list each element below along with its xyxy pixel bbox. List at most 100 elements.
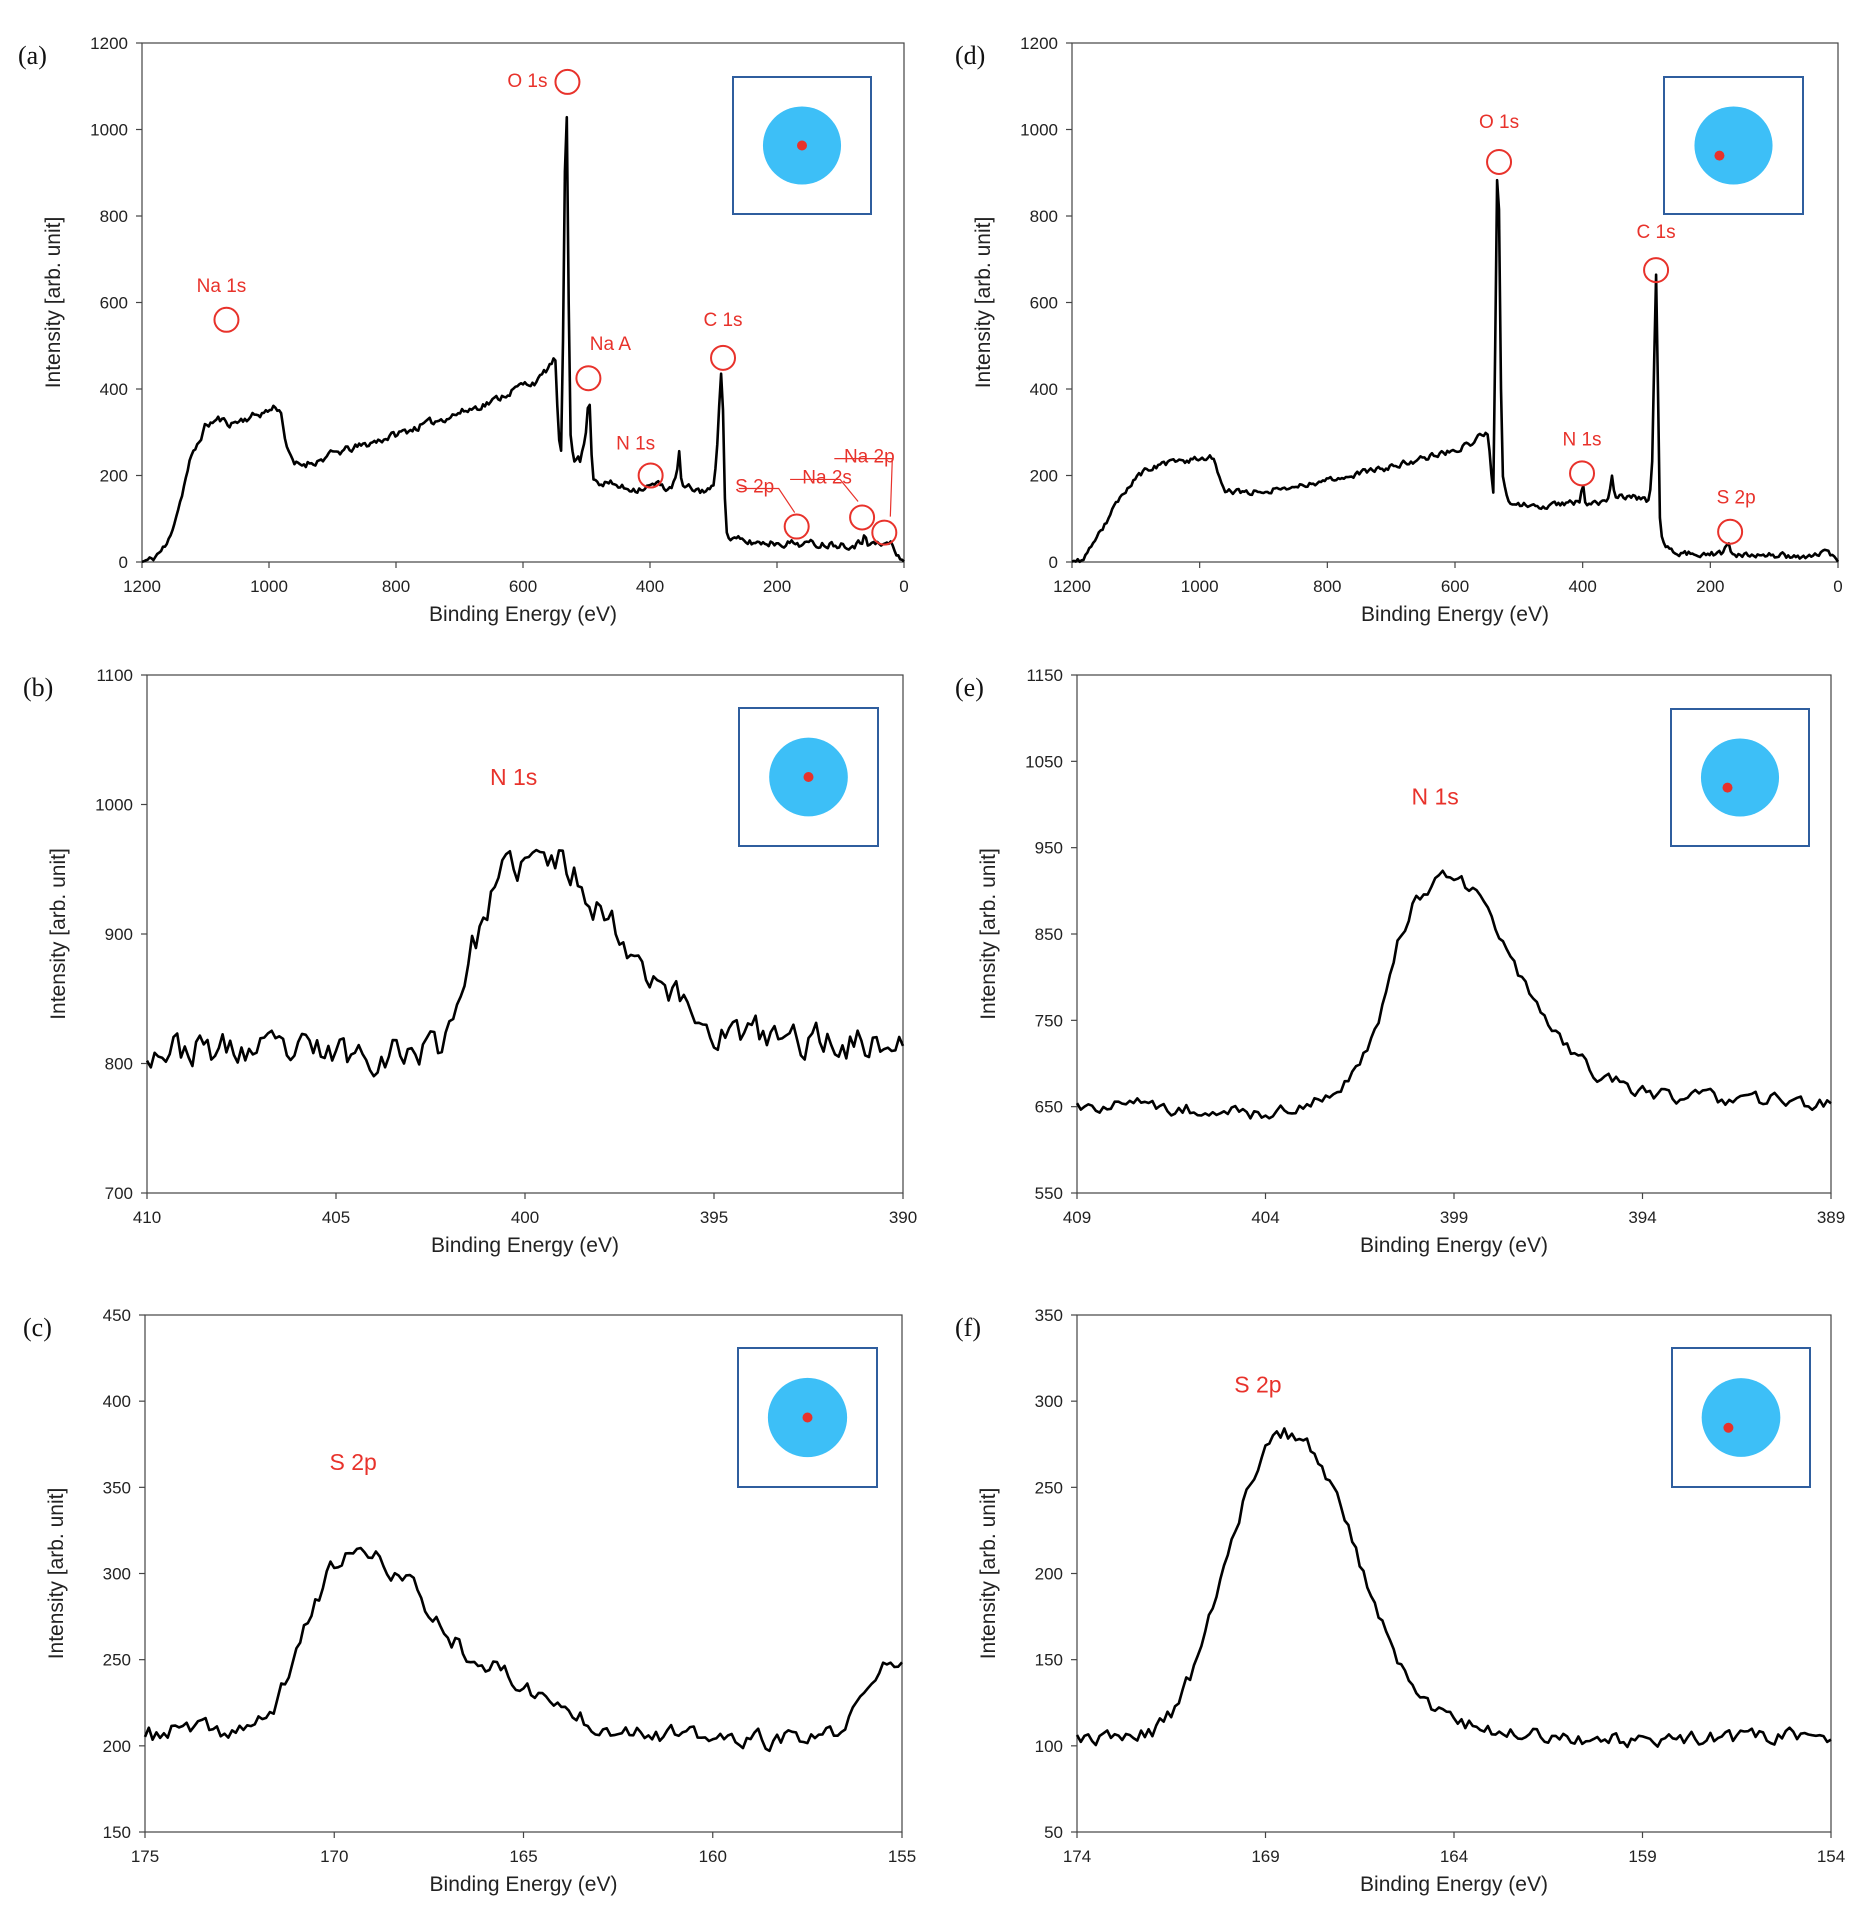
x-tick-label: 410 — [133, 1208, 161, 1227]
y-axis-label: Intensity [arb. unit] — [972, 217, 995, 389]
x-axis-label: Binding Energy (eV) — [1360, 1873, 1548, 1896]
x-tick-label: 400 — [1568, 577, 1596, 596]
panel-f-s2p-edge: (f) 50 100 150 200 250 300 350 174 169 164 159 154 Bi… — [955, 1306, 1845, 1896]
peak-label: Na A — [590, 334, 632, 355]
sample-spot-inset — [738, 707, 879, 847]
panel-label: (d) — [955, 41, 985, 70]
y-tick-label: 200 — [100, 467, 128, 486]
peak-label: S 2p — [330, 1449, 377, 1475]
peak-highlight-circle — [710, 344, 737, 371]
peak-highlight-circle — [213, 306, 240, 333]
x-tick-label: 154 — [1817, 1847, 1845, 1866]
peak-label: N 1s — [616, 434, 655, 455]
measurement-spot — [1722, 782, 1733, 793]
y-tick-label: 1000 — [1020, 121, 1058, 140]
peak-highlight-circle — [1486, 148, 1513, 175]
sample-spot-inset — [732, 76, 872, 215]
y-axis-label: Intensity [arb. unit] — [47, 848, 70, 1020]
y-axis-label: Intensity [arb. unit] — [42, 217, 65, 389]
y-tick-label: 800 — [1030, 207, 1058, 226]
x-tick-label: 405 — [322, 1208, 350, 1227]
peak-highlight-circle — [554, 68, 581, 95]
panel-d-survey-edge: (d) 0 200 400 600 800 1000 1200 1200 1000 800 600 40… — [955, 34, 1843, 626]
y-tick-label: 300 — [1035, 1392, 1063, 1411]
spectrum-line — [1075, 1427, 1832, 1749]
sample-disk — [1694, 106, 1773, 185]
y-axis-label: Intensity [arb. unit] — [45, 1488, 68, 1660]
y-axis-label: Intensity [arb. unit] — [977, 848, 1000, 1020]
y-tick-label: 600 — [1030, 294, 1058, 313]
peak-label: O 1s — [1479, 112, 1519, 133]
y-tick-label: 950 — [1035, 839, 1063, 858]
x-tick-label: 394 — [1628, 1208, 1656, 1227]
y-tick-label: 600 — [100, 294, 128, 313]
panel-b-n1s-center: (b) 700 800 900 1000 1100 410 405 400 395 390 Bindi… — [23, 666, 917, 1257]
x-tick-label: 175 — [131, 1847, 159, 1866]
x-axis-label: Binding Energy (eV) — [1361, 603, 1549, 626]
panel-c-s2p-center: (c) 150 200 250 300 350 400 450 175 170 165 160 155 B… — [23, 1306, 916, 1896]
peak-highlight-circle — [783, 513, 810, 540]
x-axis-label: Binding Energy (eV) — [1360, 1234, 1548, 1257]
y-tick-label: 50 — [1044, 1823, 1063, 1842]
panel-label: (e) — [955, 673, 984, 702]
peak-label: C 1s — [1637, 222, 1676, 243]
y-tick-label: 0 — [1049, 553, 1058, 572]
x-tick-label: 399 — [1440, 1208, 1468, 1227]
panel-e-n1s-edge: (e) 550 650 750 850 950 1050 1150 409 404 399 394 38… — [955, 666, 1845, 1257]
x-tick-label: 404 — [1251, 1208, 1279, 1227]
x-tick-label: 1000 — [1181, 577, 1219, 596]
x-tick-label: 395 — [700, 1208, 728, 1227]
peak-highlight-circle — [1569, 460, 1596, 487]
y-tick-label: 750 — [1035, 1011, 1063, 1030]
x-tick-label: 170 — [320, 1847, 348, 1866]
x-tick-label: 174 — [1063, 1847, 1091, 1866]
peak-label: N 1s — [490, 764, 537, 790]
spectrum-line — [145, 848, 905, 1078]
x-axis-label: Binding Energy (eV) — [431, 1234, 619, 1257]
sample-spot-inset — [1670, 708, 1810, 847]
x-tick-label: 200 — [1696, 577, 1724, 596]
y-tick-label: 1000 — [95, 796, 133, 815]
x-tick-label: 0 — [1833, 577, 1842, 596]
sample-disk — [1700, 738, 1780, 817]
x-tick-label: 400 — [636, 577, 664, 596]
y-tick-label: 200 — [1030, 467, 1058, 486]
y-tick-label: 400 — [100, 380, 128, 399]
x-tick-label: 1200 — [1053, 577, 1091, 596]
inset-frame — [732, 76, 872, 215]
annotation-leader-line — [790, 478, 859, 502]
y-tick-label: 100 — [1035, 1737, 1063, 1756]
peak-highlight-circle — [849, 504, 876, 531]
y-tick-label: 250 — [1035, 1478, 1063, 1497]
x-tick-label: 800 — [382, 577, 410, 596]
x-tick-label: 160 — [699, 1847, 727, 1866]
x-tick-label: 409 — [1063, 1208, 1091, 1227]
panel-label: (c) — [23, 1313, 52, 1342]
peak-highlight-circle — [575, 365, 602, 392]
y-tick-label: 150 — [1035, 1651, 1063, 1670]
peak-highlight-circle — [1717, 518, 1744, 545]
x-tick-label: 200 — [763, 577, 791, 596]
x-tick-label: 600 — [1441, 577, 1469, 596]
peak-highlight-circle — [637, 462, 664, 489]
peak-label: Na 1s — [197, 276, 247, 297]
y-tick-label: 0 — [119, 553, 128, 572]
y-tick-label: 650 — [1035, 1098, 1063, 1117]
x-tick-label: 0 — [899, 577, 908, 596]
x-axis-label: Binding Energy (eV) — [429, 603, 617, 626]
peak-highlight-circle — [1643, 257, 1670, 284]
sample-spot-inset — [1663, 76, 1804, 215]
measurement-spot — [803, 772, 814, 782]
x-tick-label: 400 — [511, 1208, 539, 1227]
y-tick-label: 800 — [105, 1055, 133, 1074]
x-tick-label: 600 — [509, 577, 537, 596]
peak-label: Na 2s — [802, 467, 852, 488]
y-tick-label: 200 — [103, 1737, 131, 1756]
y-tick-label: 850 — [1035, 925, 1063, 944]
spectrum-line — [143, 1546, 903, 1753]
spectrum-line — [1075, 869, 1832, 1120]
measurement-spot — [1723, 1422, 1734, 1433]
x-tick-label: 389 — [1817, 1208, 1845, 1227]
x-tick-label: 169 — [1251, 1847, 1279, 1866]
